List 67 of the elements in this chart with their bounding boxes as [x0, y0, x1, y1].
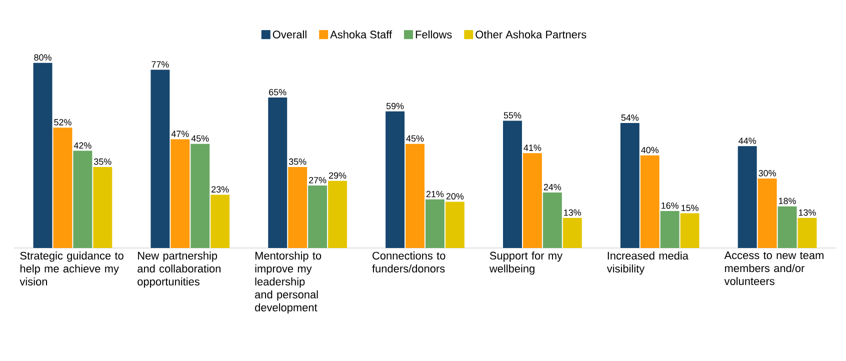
x-tick-label: Mentorship to improve my leadership and personal development	[255, 252, 322, 314]
x-tick-label: Connections to funders/donors	[372, 252, 446, 273]
data-label: 18%	[778, 198, 796, 204]
legend-label: Overall	[272, 30, 306, 38]
data-label: 45%	[191, 135, 209, 142]
bar	[778, 206, 797, 248]
data-label: 65%	[269, 88, 286, 96]
bar	[93, 166, 112, 248]
legend-label: Other Ashoka Partners	[476, 30, 586, 38]
data-label: 13%	[798, 209, 816, 216]
data-label: 35%	[288, 158, 306, 165]
x-tick-label: Increased media visibility	[606, 252, 688, 275]
data-label: 59%	[386, 102, 404, 110]
data-label: 54%	[621, 114, 639, 121]
bar	[758, 178, 777, 248]
bar	[798, 218, 817, 248]
x-tick-label: Access to new team members and/or volunteers	[724, 252, 824, 286]
data-label: 41%	[524, 144, 542, 151]
bar	[268, 98, 288, 248]
data-label: 23%	[212, 186, 229, 193]
data-label: 47%	[171, 130, 189, 137]
data-label: 40%	[641, 146, 659, 154]
data-label: 77%	[152, 61, 169, 68]
data-label: 55%	[504, 112, 522, 118]
data-label: 29%	[328, 172, 346, 179]
legend-label: Fellows	[416, 30, 452, 38]
bar	[660, 210, 680, 248]
bar	[150, 70, 170, 248]
data-label: 44%	[738, 138, 756, 144]
data-label: 21%	[426, 190, 444, 198]
data-label: 27%	[309, 176, 326, 184]
bar	[53, 128, 72, 248]
bar	[445, 202, 464, 248]
bar	[640, 155, 660, 248]
bar	[503, 120, 522, 248]
data-label: 42%	[74, 142, 92, 149]
data-label: 24%	[544, 184, 562, 190]
bar	[308, 186, 328, 248]
bar	[542, 192, 562, 248]
x-tick-label: Support for my wellbeing	[489, 252, 562, 275]
data-label: 35%	[94, 158, 112, 165]
bar	[522, 153, 542, 248]
data-label: 16%	[662, 202, 678, 209]
bar	[680, 213, 700, 248]
data-label: 15%	[682, 204, 698, 212]
x-tick-label: New partnership and collaboration opportunities	[138, 252, 220, 288]
bar	[386, 111, 405, 248]
bar	[738, 146, 757, 248]
bar	[288, 166, 308, 248]
bar	[210, 194, 230, 248]
bar	[620, 123, 640, 248]
bar	[33, 62, 52, 248]
bar	[170, 139, 190, 248]
bar	[562, 218, 582, 248]
data-label: 52%	[54, 119, 72, 126]
data-label: 13%	[564, 209, 582, 216]
data-label: 80%	[34, 54, 52, 61]
x-tick-label: Strategic guidance to help me achieve my vision	[20, 252, 124, 286]
legend-label: Ashoka Staff	[330, 30, 392, 38]
data-label: 20%	[446, 193, 464, 200]
bar	[328, 180, 347, 248]
data-label: 30%	[758, 170, 776, 176]
bar	[190, 144, 210, 248]
bar	[406, 144, 425, 248]
bar	[73, 150, 92, 248]
data-label: 45%	[406, 135, 424, 142]
bar	[426, 199, 444, 248]
